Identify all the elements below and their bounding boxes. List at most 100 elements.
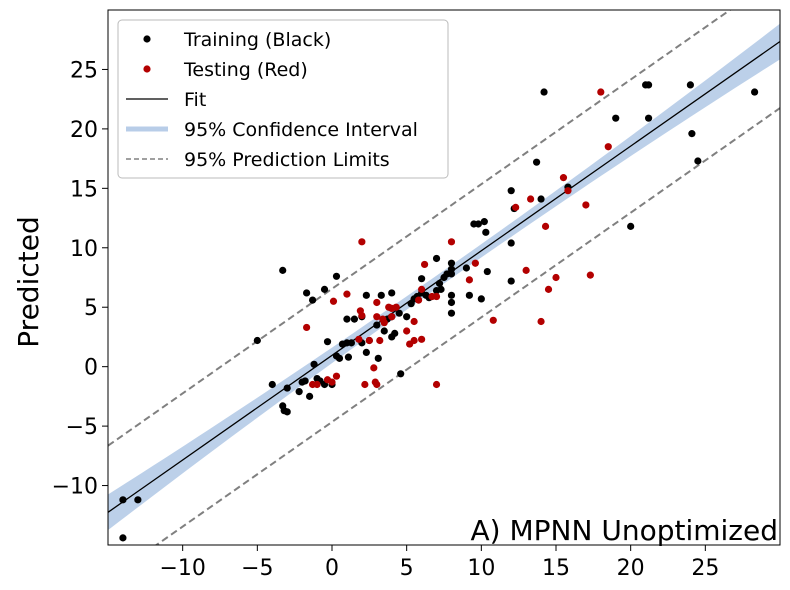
testing-point xyxy=(537,317,545,326)
upper-prediction-limit xyxy=(108,10,732,447)
training-point xyxy=(380,327,388,335)
y-axis-label: Predicted xyxy=(12,216,45,347)
x-tick-label: 25 xyxy=(691,556,719,581)
testing-point xyxy=(328,378,336,386)
training-point xyxy=(507,239,515,247)
training-point xyxy=(540,88,548,96)
legend-marker xyxy=(143,35,151,43)
training-point xyxy=(335,354,344,362)
training-point xyxy=(295,388,303,396)
legend-box xyxy=(117,19,449,179)
training-point xyxy=(350,315,358,323)
training-point xyxy=(532,158,541,166)
testing-point xyxy=(361,380,369,389)
testing-point xyxy=(420,260,429,269)
legend-label: 95% Confidence Interval xyxy=(184,119,418,141)
training-point xyxy=(373,321,381,329)
y-tick-label: 10 xyxy=(70,237,98,262)
training-point xyxy=(303,289,311,297)
training-point xyxy=(377,291,385,299)
training-point xyxy=(362,291,370,299)
training-point xyxy=(447,309,456,317)
testing-point xyxy=(465,276,473,284)
training-point xyxy=(477,295,485,303)
training-point xyxy=(268,380,276,389)
training-point xyxy=(403,313,411,321)
training-point xyxy=(694,157,702,165)
testing-point xyxy=(343,290,351,298)
testing-point xyxy=(564,187,572,195)
testing-point xyxy=(489,316,497,324)
training-point xyxy=(465,291,473,299)
testing-point xyxy=(582,201,590,209)
x-axis: −10 −5 0 5 10 15 20 25 xyxy=(159,545,719,581)
training-point xyxy=(134,496,142,504)
plot-frame xyxy=(107,9,781,546)
training-point xyxy=(347,339,356,347)
x-tick-label: −10 xyxy=(159,556,205,581)
lower-prediction-limit xyxy=(154,107,780,545)
training-point xyxy=(507,187,515,195)
y-tick-label: 15 xyxy=(70,177,98,202)
training-point xyxy=(119,496,127,504)
testing-point xyxy=(604,143,612,151)
testing-point xyxy=(418,285,426,293)
x-tick-label: 0 xyxy=(325,556,339,581)
training-point xyxy=(537,195,545,203)
testing-point xyxy=(410,317,418,326)
testing-point xyxy=(303,323,311,332)
training-point xyxy=(432,254,441,263)
testing-point xyxy=(410,336,418,345)
training-point xyxy=(437,285,445,293)
testing-point xyxy=(373,380,381,389)
training-point xyxy=(507,277,515,285)
training-point xyxy=(447,270,456,278)
training-point xyxy=(323,338,332,346)
testing-point xyxy=(418,335,426,343)
y-tick-label: 20 xyxy=(70,118,98,143)
y-tick-label: 5 xyxy=(84,296,98,321)
legend-marker xyxy=(143,65,151,73)
training-point xyxy=(320,285,329,293)
panel-annotation: A) MPNN Unoptimized xyxy=(471,514,778,547)
y-tick-label: 25 xyxy=(70,58,98,83)
training-point xyxy=(447,298,456,307)
training-point xyxy=(474,220,482,228)
testing-point xyxy=(355,335,363,343)
training-point xyxy=(483,267,491,276)
testing-point xyxy=(559,174,568,182)
legend-label: 95% Prediction Limits xyxy=(184,149,390,171)
testing-point xyxy=(388,313,396,321)
testing-point xyxy=(552,273,560,282)
training-point xyxy=(332,272,341,280)
legend-label: Testing (Red) xyxy=(183,59,308,81)
testing-point xyxy=(329,297,338,305)
testing-point xyxy=(392,303,400,311)
training-point xyxy=(391,329,399,337)
y-tick-label: −10 xyxy=(52,475,98,500)
x-tick-label: −5 xyxy=(241,556,273,581)
testing-point xyxy=(373,313,381,321)
training-point xyxy=(482,228,490,236)
x-tick-label: 20 xyxy=(617,556,645,581)
training-point xyxy=(688,130,696,138)
training-point xyxy=(644,114,653,122)
legend-label: Fit xyxy=(184,89,206,111)
training-point xyxy=(418,275,426,283)
testing-point xyxy=(376,336,384,345)
x-tick-label: 5 xyxy=(400,556,414,581)
testing-point xyxy=(447,238,456,246)
training-point xyxy=(627,222,635,230)
training-point xyxy=(374,354,382,362)
points-layer xyxy=(119,81,759,542)
testing-point xyxy=(432,380,441,389)
training-point xyxy=(480,218,488,226)
testing-point xyxy=(380,319,388,327)
y-tick-label: 0 xyxy=(84,356,98,381)
training-point xyxy=(310,360,318,368)
testing-point xyxy=(512,203,520,211)
testing-point xyxy=(522,266,530,274)
training-point xyxy=(253,336,261,345)
testing-point xyxy=(471,259,479,267)
